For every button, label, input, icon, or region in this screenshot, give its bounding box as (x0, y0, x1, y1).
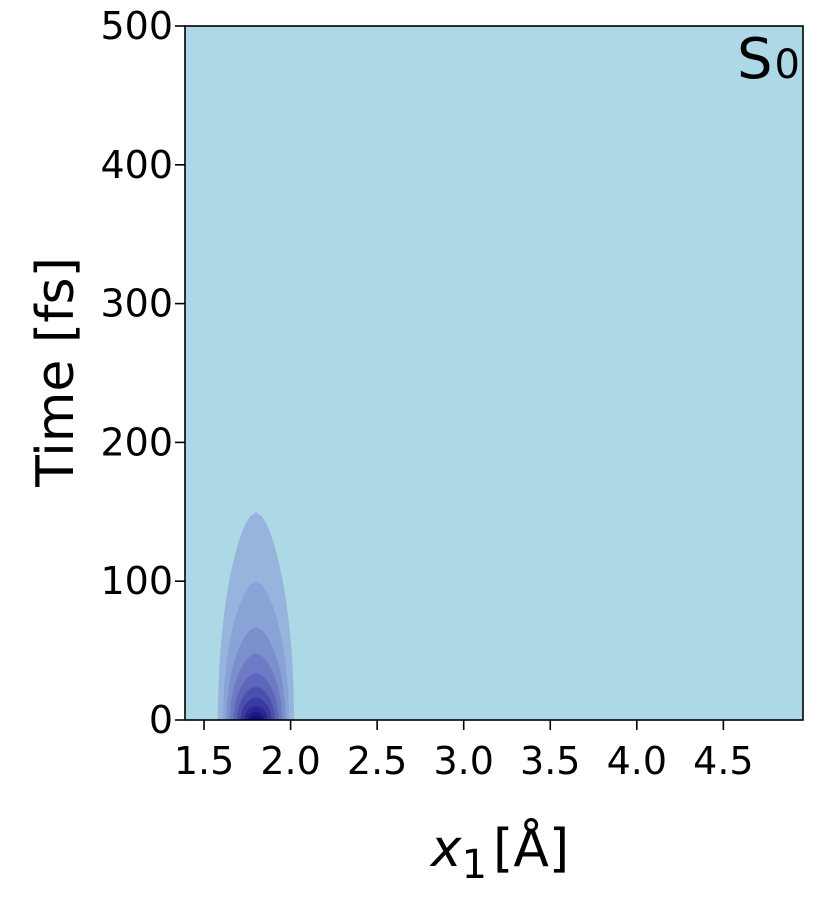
x-tick-label: 3.5 (520, 739, 580, 783)
y-axis-ticks: 0 100 200 300 400 500 (100, 4, 185, 742)
y-tick-label: 200 (100, 420, 173, 464)
y-tick-label: 100 (100, 559, 173, 603)
panel-label-sub: 0 (775, 42, 800, 88)
contour-level-10 (250, 715, 262, 720)
y-tick-label: 500 (100, 4, 173, 48)
x-axis-var: x (429, 819, 463, 879)
x-tick-label: 2.5 (347, 739, 407, 783)
x-axis-sub: 1 (462, 842, 487, 888)
contour-layer (217, 511, 295, 720)
y-tick-label: 300 (100, 282, 173, 326)
x-tick-label: 4.5 (693, 739, 753, 783)
x-tick-label: 4.0 (607, 739, 667, 783)
x-tick-label: 3.0 (433, 739, 493, 783)
plot-frame (184, 25, 804, 721)
y-axis-title: Time [fs] (26, 257, 86, 488)
y-tick-label: 0 (149, 698, 173, 742)
x-tick-label: 1.5 (174, 739, 234, 783)
x-tick-label: 2.0 (260, 739, 320, 783)
panel-label: S0 (737, 27, 800, 92)
x-axis-title: x1 [Å] (429, 817, 569, 888)
x-axis-ticks: 1.5 2.0 2.5 3.0 3.5 4.0 4.5 (174, 720, 754, 783)
panel-label-main: S (737, 27, 773, 92)
x-axis-unit: [Å] (493, 817, 569, 879)
plot-background (185, 26, 803, 720)
y-tick-label: 400 (100, 143, 173, 187)
